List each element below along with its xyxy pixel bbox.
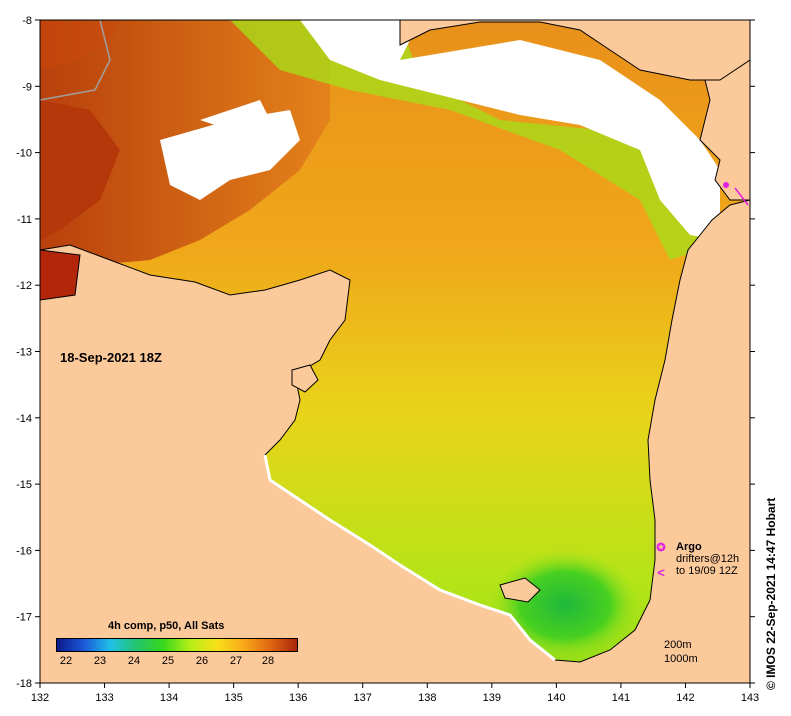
colorbar-tick-label: 22 [59,655,73,667]
land-northwest [40,249,81,301]
lon-tick-label: 133 [95,692,113,704]
no-data-cloud-west [160,110,300,200]
argo-float-marker [723,182,729,188]
land-top-edge [40,20,120,70]
longitude-axis: 132 133 134 135 136 137 138 139 140 141 142 143 [31,683,759,704]
lat-tick-label: -11 [17,214,32,226]
colorbar [56,638,298,652]
lat-tick-label: -18 [16,678,32,690]
warmest-patch [40,100,120,240]
lon-tick-label: 141 [612,692,630,704]
lat-tick-label: -10 [16,148,32,160]
colorbar-tick-label: 28 [261,655,275,667]
lon-tick-label: 137 [354,692,372,704]
lat-tick-label: -14 [16,413,32,425]
no-data-cloud-nw [200,100,270,130]
colorbar-tick-label: 25 [161,655,175,667]
depth-legend: 200m 1000m [664,638,698,666]
northern-green-band [230,20,700,260]
colorbar-ticks: 22 23 24 25 26 27 28 [56,655,296,669]
lat-tick-label: -17 [16,612,32,624]
depth-contour [40,20,111,101]
depth-1000m: 1000m [664,653,698,665]
lon-tick-label: 143 [741,692,759,704]
colorbar-title: 4h comp, p50, All Sats [108,620,225,632]
credit-text: © IMOS 22-Sep-2021 14:47 Hobart [764,498,778,690]
southern-cool-pool [490,550,640,660]
colorbar-tick-label: 24 [127,655,141,667]
lat-tick-label: -13 [16,347,32,359]
lon-tick-label: 140 [547,692,565,704]
colorbar-tick-label: 23 [93,655,107,667]
colorbar-tick-label: 27 [229,655,243,667]
latitude-axis: -8 -9 -10 -11 -12 -13 -14 -15 -16 -17 -18 [16,15,755,690]
copyright-icon: © [764,681,778,690]
coastal-shallow [263,454,556,662]
lat-tick-label: -15 [16,479,32,491]
date-label: 18-Sep-2021 18Z [60,350,162,365]
lon-tick-label: 136 [289,692,307,704]
no-data-cloud [300,20,720,240]
lon-tick-label: 132 [31,692,49,704]
legend-drifter-line2: to 19/09 12Z [676,565,738,577]
argo-icon: ✪ [656,542,666,554]
lon-tick-label: 139 [483,692,501,704]
lat-tick-label: -8 [22,15,32,27]
lat-tick-label: -9 [22,81,32,93]
depth-200m: 200m [664,639,692,651]
credit-label: IMOS 22-Sep-2021 14:47 Hobart [764,497,778,678]
island-groote [291,364,319,393]
lat-tick-label: -16 [16,545,32,557]
drifter-track [734,187,749,206]
land-new-guinea [399,20,750,81]
colorbar-tick-label: 26 [195,655,209,667]
lon-tick-label: 134 [160,692,178,704]
legend-drifter-line1: drifters@12h [676,553,740,565]
lat-tick-label: -12 [16,280,32,292]
lon-tick-label: 142 [676,692,694,704]
lon-tick-label: 138 [418,692,436,704]
drifter-arrow-icon: < [657,565,665,580]
island-mornington [499,577,541,603]
lon-tick-label: 135 [224,692,242,704]
legend-argo-label: Argo [676,541,702,553]
